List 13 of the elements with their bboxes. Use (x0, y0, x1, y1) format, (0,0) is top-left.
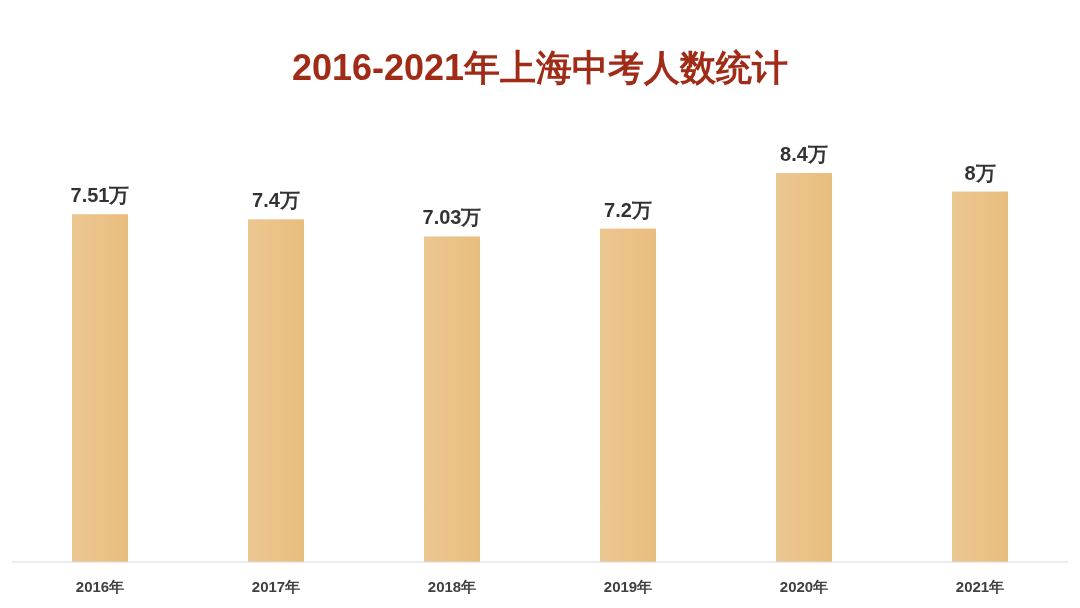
data-label: 8.4万 (780, 143, 828, 165)
data-label: 7.03万 (422, 206, 482, 229)
data-label: 7.51万 (70, 184, 130, 207)
x-tick-label: 2017年 (251, 578, 301, 595)
data-label: 7.4万 (252, 189, 300, 212)
x-tick-label: 2021年 (955, 578, 1005, 595)
data-label: 8万 (964, 161, 996, 184)
x-tick-label: 2018年 (427, 578, 477, 595)
x-tick-label: 2016年 (75, 578, 125, 595)
x-tick-label: 2020年 (779, 578, 829, 595)
x-tick-label: 2019年 (603, 578, 653, 595)
data-label: 7.2万 (604, 198, 652, 221)
chart-title: 2016-2021年上海中考人数统计 (291, 47, 789, 88)
